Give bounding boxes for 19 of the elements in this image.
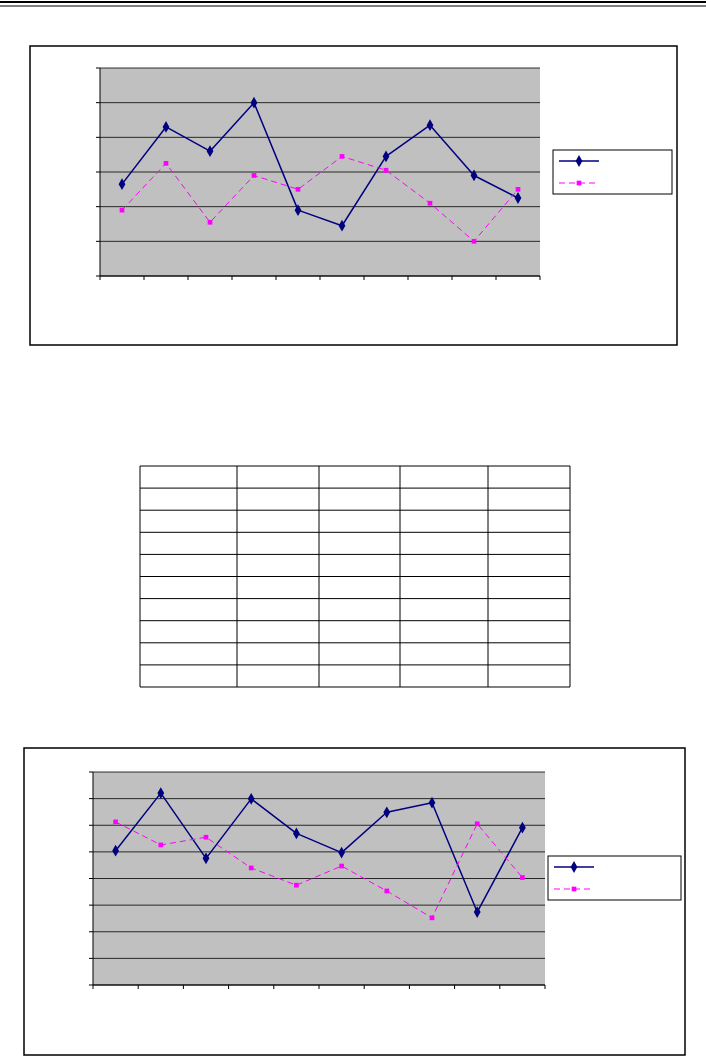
point bbox=[113, 819, 118, 825]
point bbox=[339, 154, 345, 159]
point bbox=[248, 865, 254, 871]
point bbox=[471, 238, 477, 244]
point bbox=[207, 219, 213, 225]
point bbox=[339, 863, 344, 869]
point bbox=[383, 167, 389, 173]
point bbox=[294, 882, 299, 888]
point bbox=[520, 875, 525, 880]
point bbox=[158, 842, 164, 848]
point bbox=[474, 821, 480, 827]
point bbox=[515, 186, 521, 192]
point bbox=[429, 915, 435, 921]
point bbox=[295, 186, 301, 192]
point bbox=[203, 834, 209, 840]
point bbox=[384, 888, 390, 894]
point bbox=[251, 173, 257, 178]
point bbox=[427, 200, 433, 206]
point bbox=[163, 160, 169, 166]
